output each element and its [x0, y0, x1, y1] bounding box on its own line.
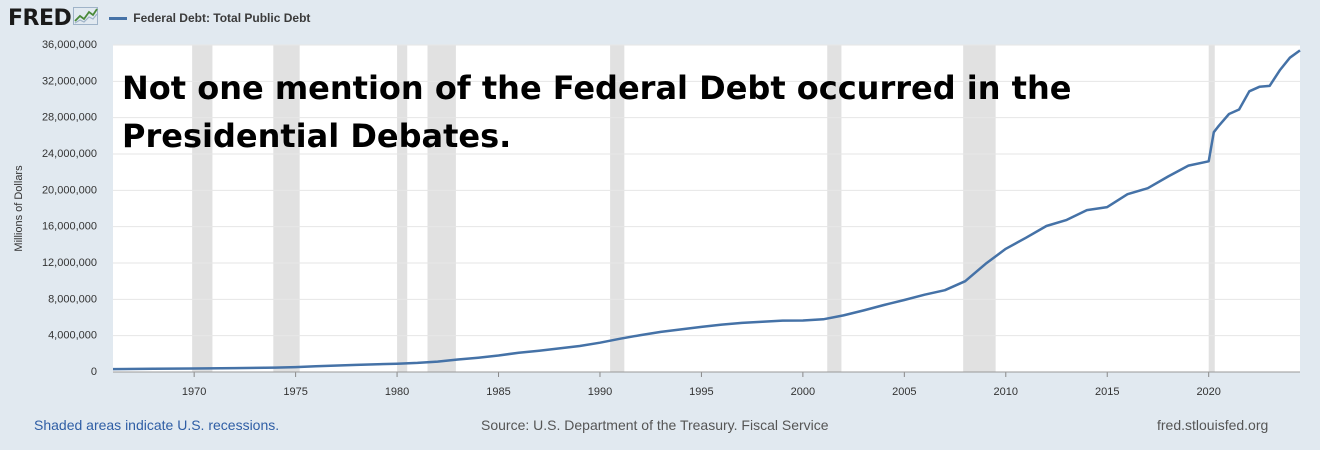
x-tick-label: 1995: [689, 386, 713, 398]
recession-band: [273, 45, 300, 372]
x-tick-label: 1970: [182, 386, 206, 398]
x-tick-label: 2020: [1196, 386, 1220, 398]
recession-band: [610, 45, 625, 372]
y-tick-label: 0: [91, 366, 97, 378]
y-tick-label: 20,000,000: [42, 184, 97, 196]
x-tick-label: 1990: [588, 386, 612, 398]
x-tick-label: 2015: [1095, 386, 1119, 398]
y-tick-label: 32,000,000: [42, 75, 97, 87]
recession-band: [192, 45, 213, 372]
y-tick-label: 28,000,000: [42, 112, 97, 124]
y-tick-label: 12,000,000: [42, 257, 97, 269]
y-tick-label: 24,000,000: [42, 148, 97, 160]
recession-band: [427, 45, 456, 372]
legend-label: Federal Debt: Total Public Debt: [133, 11, 311, 25]
y-tick-label: 16,000,000: [42, 221, 97, 233]
x-tick-label: 1980: [385, 386, 409, 398]
x-tick-label: 2010: [994, 386, 1018, 398]
recession-note: Shaded areas indicate U.S. recessions.: [34, 417, 280, 433]
recession-band: [1208, 45, 1215, 372]
recession-band: [963, 45, 996, 372]
recession-band: [827, 45, 842, 372]
source-url[interactable]: fred.stlouisfed.org: [1157, 417, 1269, 433]
fred-chart-icon: [73, 6, 99, 31]
series-line: [112, 49, 1301, 371]
fred-logo[interactable]: FRED: [8, 5, 72, 31]
y-tick-label: 4,000,000: [48, 330, 97, 342]
chart-header: FRED Federal Debt: Total Public Debt: [8, 4, 310, 32]
y-tick-label: 36,000,000: [42, 39, 97, 51]
x-tick-label: 1985: [486, 386, 510, 398]
y-tick-label: 8,000,000: [48, 293, 97, 305]
source-note: Source: U.S. Department of the Treasury.…: [481, 417, 829, 433]
chart-annotation: Not one mention of the Federal Debt occu…: [122, 69, 1072, 155]
recession-band: [397, 45, 408, 372]
legend-swatch: [109, 16, 128, 20]
y-axis-label: Millions of Dollars: [13, 165, 25, 252]
x-tick-label: 1975: [283, 386, 307, 398]
x-tick-label: 2000: [791, 386, 815, 398]
x-tick-label: 2005: [892, 386, 916, 398]
